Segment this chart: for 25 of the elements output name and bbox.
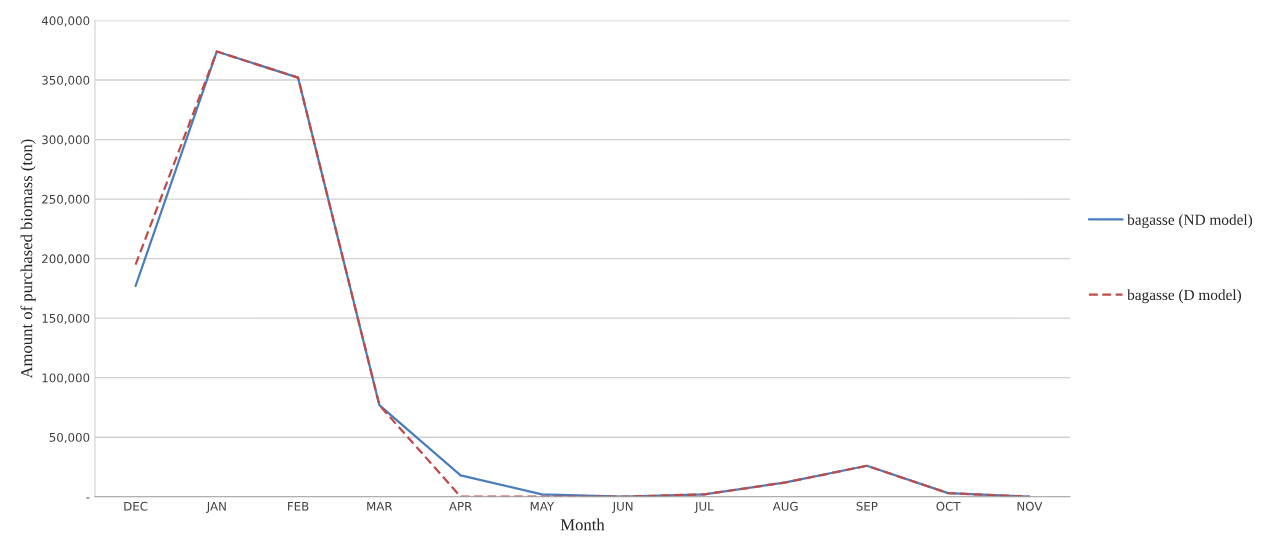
- x-axis-title: Month: [560, 518, 605, 531]
- legend-label: bagasse (D model): [1127, 289, 1242, 304]
- x-tick-label: JAN: [206, 501, 226, 513]
- y-tick-label: 300,000: [42, 135, 90, 146]
- y-tick-label: 250,000: [42, 194, 90, 205]
- y-tick-label: 150,000: [42, 313, 90, 325]
- y-tick-label: 100,000: [42, 373, 90, 384]
- y-tick-label: 200,000: [42, 254, 90, 265]
- x-tick-label: JUL: [694, 501, 714, 513]
- x-tick-label: NOV: [1017, 501, 1043, 511]
- x-tick-label: MAY: [530, 501, 555, 511]
- legend-label: bagasse (ND model): [1127, 214, 1253, 229]
- x-tick-label: MAR: [367, 501, 393, 511]
- x-tick-label: JUN: [612, 501, 633, 513]
- x-tick-label: FEB: [288, 501, 309, 511]
- x-tick-label: SEP: [856, 501, 878, 511]
- x-tick-label: OCT: [936, 501, 961, 511]
- y-axis-title: Amount of purchased biomass (ton): [20, 139, 36, 379]
- y-tick-label: 50,000: [49, 432, 90, 444]
- y-tick-label: -: [86, 497, 90, 499]
- x-tick-label: DEC: [124, 501, 148, 511]
- x-tick-label: AUG: [772, 501, 798, 511]
- y-tick-label: 400,000: [41, 16, 90, 27]
- x-tick-label: APR: [448, 501, 472, 511]
- y-tick-label: 350,000: [42, 75, 90, 86]
